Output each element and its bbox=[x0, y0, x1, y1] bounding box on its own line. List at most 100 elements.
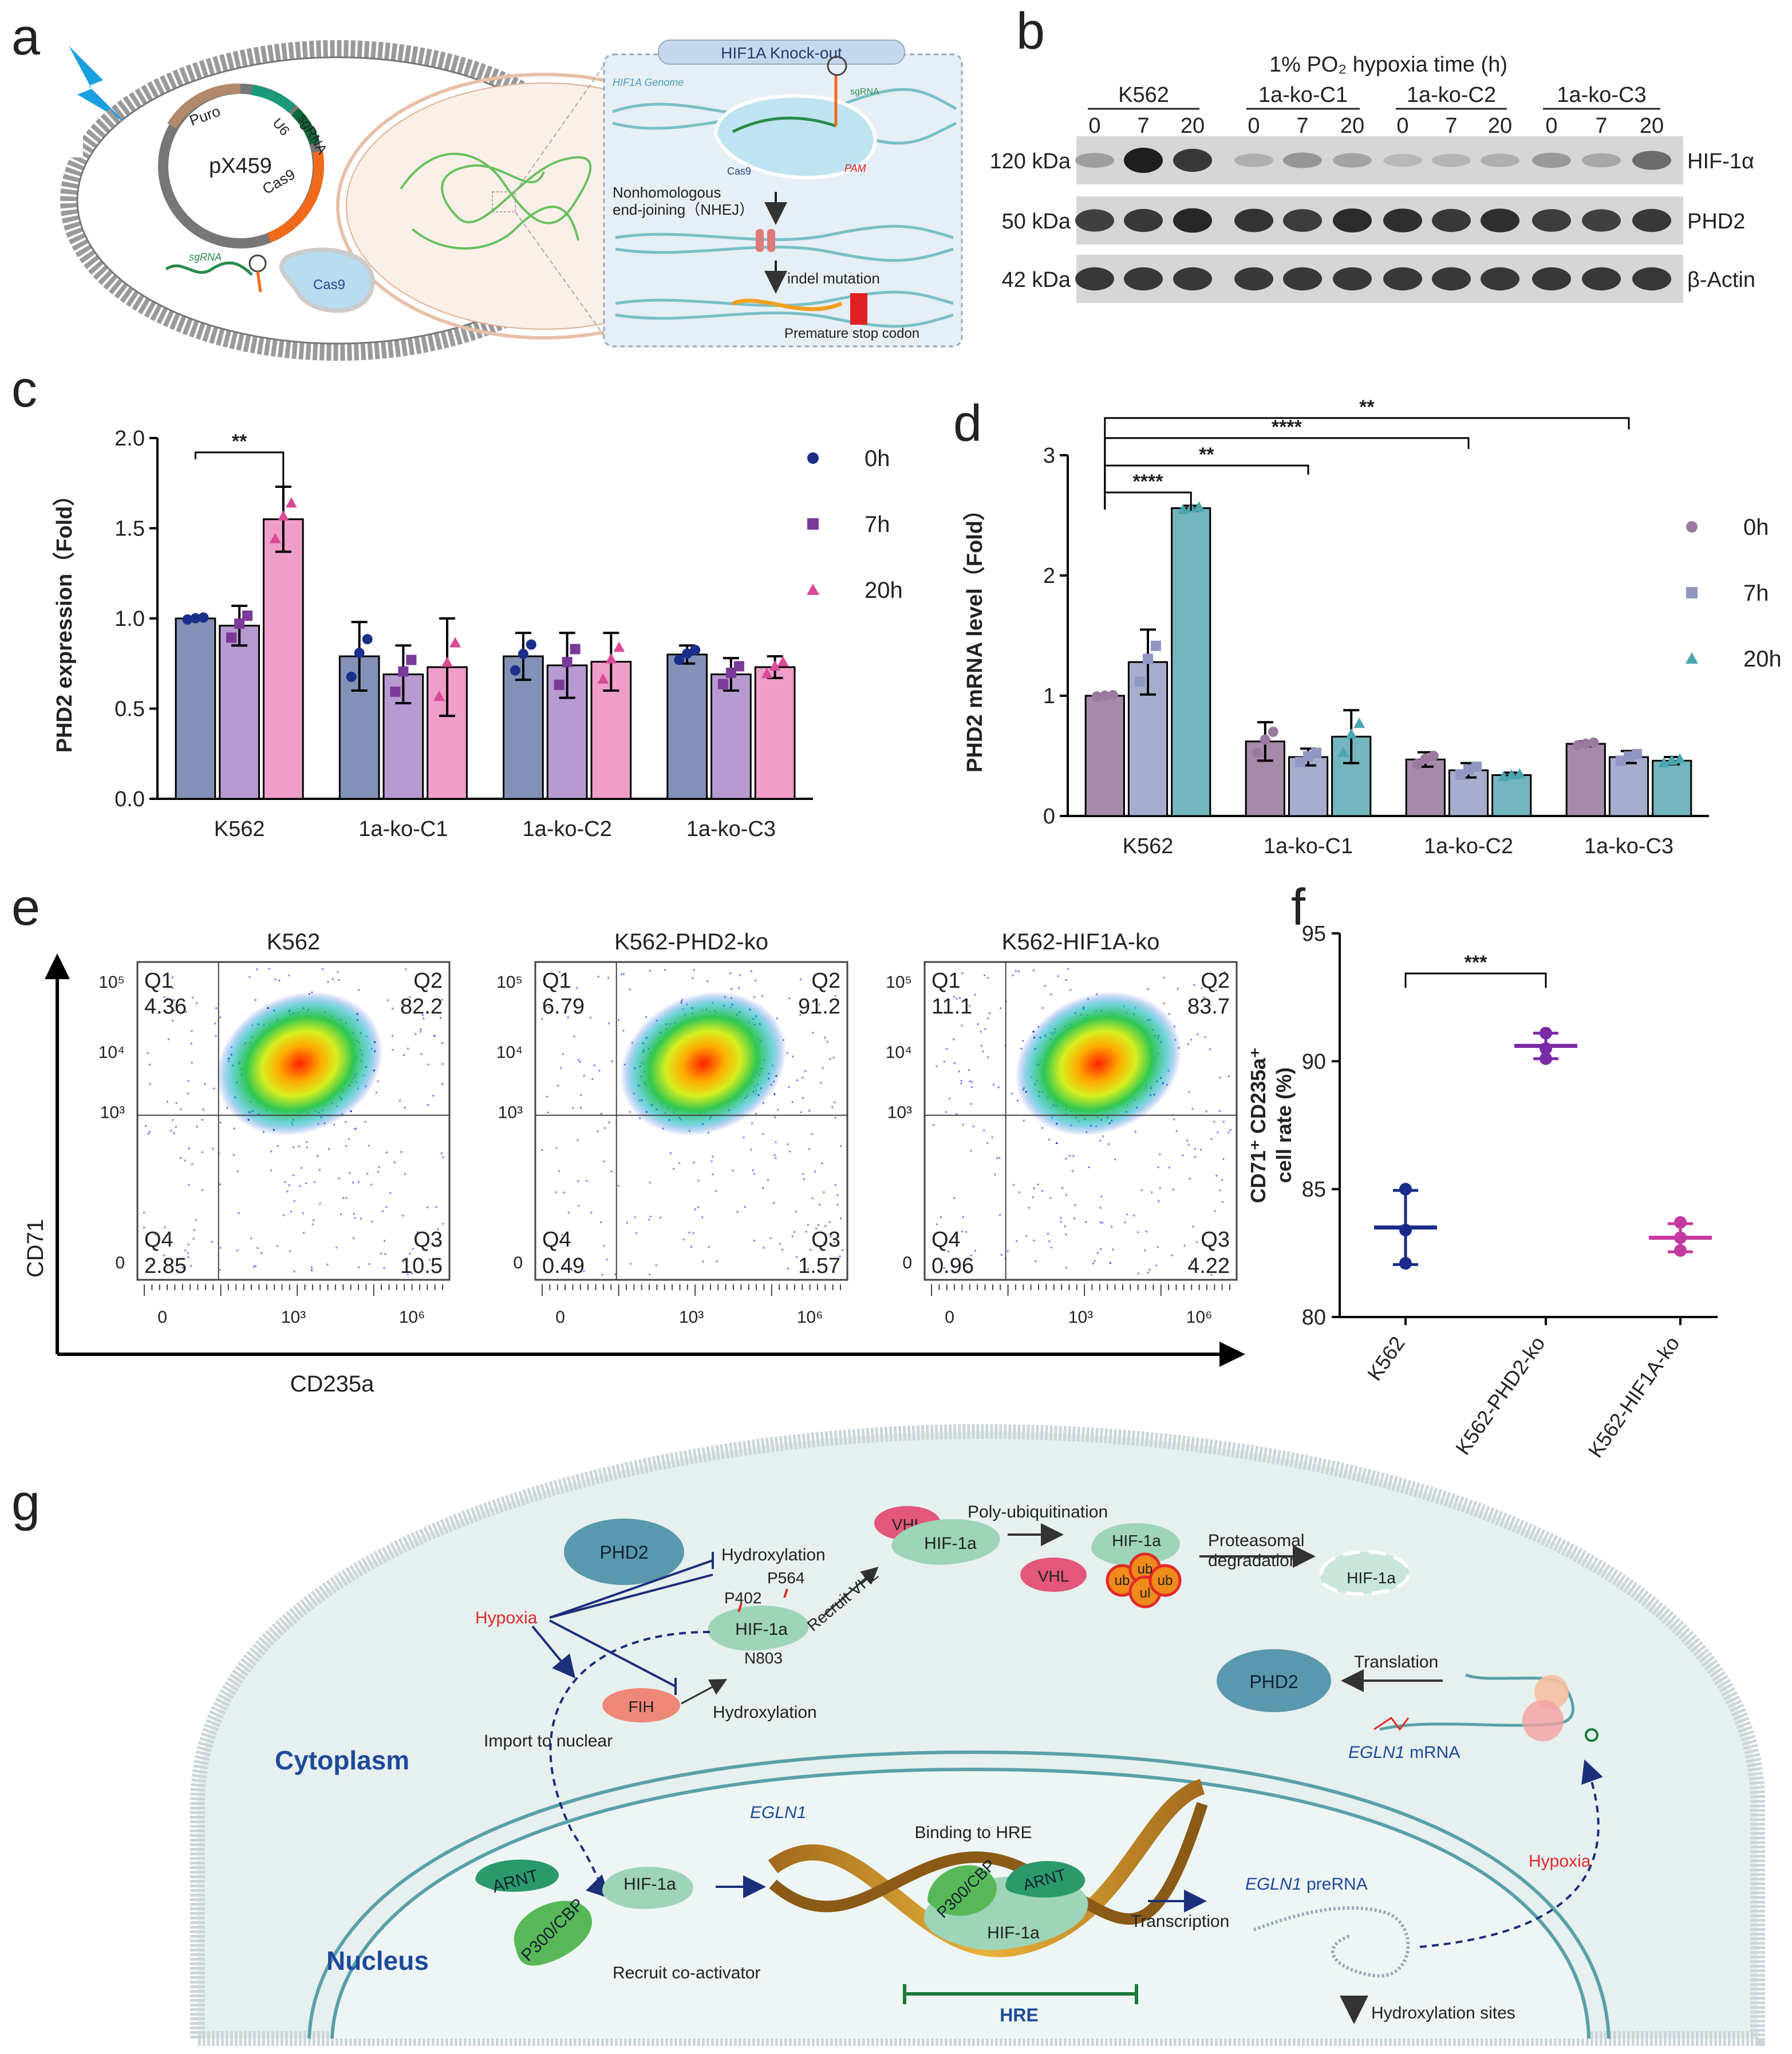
flow-event bbox=[1191, 1107, 1194, 1110]
flow-event bbox=[1226, 1261, 1228, 1263]
flow-event bbox=[945, 1111, 947, 1113]
flow-event bbox=[184, 1249, 187, 1252]
p402-label: P402 bbox=[724, 1589, 761, 1607]
flow-event bbox=[188, 1184, 190, 1186]
flow-event bbox=[1100, 1248, 1102, 1250]
flow-event bbox=[254, 999, 256, 1001]
bar bbox=[262, 518, 304, 800]
flow-event bbox=[415, 1033, 417, 1035]
flow-event bbox=[602, 1245, 605, 1247]
flow-event bbox=[690, 1245, 692, 1248]
flow-event bbox=[970, 1149, 972, 1152]
y-axis-label-2: cell rate (%) bbox=[1272, 1067, 1296, 1183]
flow-event bbox=[439, 1017, 441, 1019]
pam-label: PAM bbox=[844, 163, 866, 174]
data-point bbox=[449, 637, 461, 648]
flow-event bbox=[187, 1080, 190, 1082]
flow-event bbox=[762, 1133, 764, 1135]
flow-event bbox=[286, 1190, 289, 1193]
flow-event bbox=[1214, 1210, 1216, 1212]
flow-event bbox=[648, 1219, 650, 1221]
flow-event bbox=[1108, 1143, 1110, 1145]
flow-event bbox=[808, 1148, 811, 1150]
y-tick-label: 95 bbox=[1302, 922, 1326, 946]
flow-event bbox=[191, 1062, 193, 1064]
flow-event bbox=[277, 1145, 279, 1147]
quadrant-value: 4.22 bbox=[1187, 1254, 1230, 1278]
flow-event bbox=[1144, 1249, 1146, 1252]
significance-label: ** bbox=[1199, 444, 1214, 466]
flow-event bbox=[960, 1082, 962, 1085]
data-point bbox=[613, 641, 625, 652]
blot-band bbox=[1173, 208, 1212, 233]
flow-event bbox=[252, 1265, 255, 1268]
flow-event bbox=[576, 987, 578, 989]
flow-event bbox=[352, 1181, 354, 1184]
flow-event bbox=[820, 1082, 822, 1084]
flow-event bbox=[1060, 1221, 1062, 1223]
y-tick-label: 1.5 bbox=[115, 517, 145, 541]
flow-event bbox=[629, 1111, 631, 1113]
flow-event bbox=[821, 1162, 823, 1165]
y-tick-label: 10³ bbox=[887, 1103, 912, 1122]
n803-label: N803 bbox=[744, 1649, 783, 1667]
flow-event bbox=[561, 1233, 563, 1236]
blot-band bbox=[1632, 208, 1671, 232]
flow-event bbox=[629, 1263, 631, 1265]
flow-event bbox=[937, 1006, 940, 1008]
data-point bbox=[1151, 640, 1161, 651]
puro-segment bbox=[167, 83, 241, 129]
flow-event bbox=[988, 1012, 990, 1014]
flow-event bbox=[166, 1101, 168, 1103]
dna-strand-2 bbox=[769, 1801, 1208, 1925]
data-point bbox=[1674, 1244, 1687, 1257]
flow-event bbox=[433, 1035, 436, 1037]
flow-event bbox=[1134, 1130, 1136, 1133]
flow-event bbox=[593, 1064, 595, 1066]
flow-event bbox=[1011, 1093, 1013, 1095]
flow-event bbox=[439, 985, 441, 988]
flow-event bbox=[802, 1173, 804, 1175]
flow-event bbox=[288, 974, 290, 976]
x-tick-label: 0 bbox=[555, 1308, 565, 1327]
flow-event bbox=[1064, 1225, 1066, 1228]
flow-event bbox=[1050, 993, 1052, 995]
legend-label: 0h bbox=[1743, 515, 1769, 540]
electroporation-bolt-icon bbox=[69, 46, 126, 123]
flow-event bbox=[578, 1059, 580, 1061]
flow-event bbox=[1050, 1247, 1052, 1249]
data-point bbox=[198, 612, 209, 623]
data-point bbox=[1463, 764, 1474, 775]
flow-event bbox=[839, 1255, 841, 1257]
flow-event bbox=[601, 1274, 603, 1276]
flow-event bbox=[310, 1266, 313, 1268]
flow-event bbox=[313, 1219, 315, 1221]
flow-event bbox=[706, 980, 709, 983]
panel-b: b 1% PO₂ hypoxia time (h) K562 0 7 20 1a-ko-… bbox=[989, 3, 1755, 303]
data-point bbox=[226, 632, 237, 643]
flow-event bbox=[1190, 1260, 1193, 1263]
flow-event bbox=[1219, 1077, 1221, 1079]
flow-event bbox=[634, 1216, 636, 1219]
flow-event bbox=[567, 1212, 570, 1214]
flow-event bbox=[441, 1042, 444, 1044]
ub-label-1: ub bbox=[1115, 1573, 1130, 1588]
flow-event bbox=[442, 1223, 444, 1225]
flow-event bbox=[398, 1099, 401, 1102]
flow-event bbox=[773, 1093, 776, 1095]
flow-event bbox=[260, 1252, 263, 1254]
blot-band bbox=[1173, 148, 1212, 172]
flow-event bbox=[384, 1240, 386, 1242]
stop-codon-block bbox=[850, 293, 867, 325]
flow-event bbox=[1223, 1121, 1225, 1123]
flow-event bbox=[148, 1063, 151, 1066]
knockout-title: HIF1A Knock-out bbox=[721, 44, 842, 62]
x-tick-label: 10³ bbox=[281, 1308, 306, 1327]
blot-band bbox=[1481, 208, 1519, 232]
blot-band bbox=[1075, 153, 1114, 168]
quadrant-label: Q4 bbox=[144, 1228, 173, 1252]
flow-event bbox=[1172, 1189, 1174, 1191]
flow-event bbox=[555, 1147, 558, 1149]
flow-event bbox=[823, 1191, 825, 1193]
y-tick-label: 10⁴ bbox=[496, 1043, 523, 1062]
